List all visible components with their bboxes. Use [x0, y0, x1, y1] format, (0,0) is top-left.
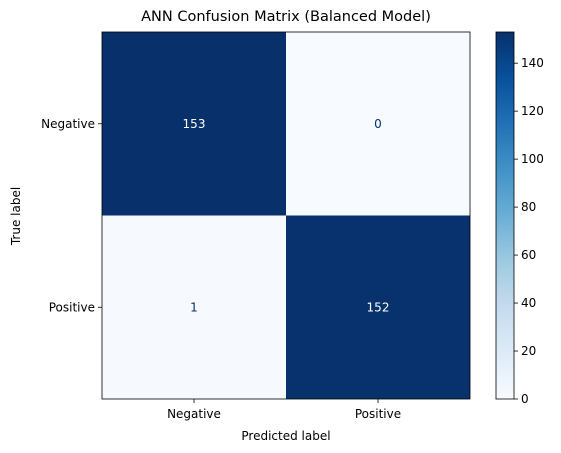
x-tick-label: Positive [355, 407, 401, 421]
cell-value-label: 152 [367, 300, 390, 314]
colorbar-tick-label: 80 [521, 200, 536, 214]
matrix-cells: 153 0 1 152 [102, 32, 470, 399]
matrix-cell [286, 32, 470, 216]
colorbar-tick-label: 0 [521, 392, 529, 406]
x-tick-label: Negative [167, 407, 221, 421]
colorbar-tick-label: 140 [521, 56, 544, 70]
matrix-cell [102, 32, 286, 216]
y-axis: Negative Positive [41, 117, 102, 314]
plot-frame [101, 31, 471, 400]
colorbar-tick-label: 60 [521, 248, 536, 262]
y-tick-label: Positive [49, 300, 95, 314]
cell-value-label: 153 [183, 117, 206, 131]
cell-value-label: 0 [374, 117, 382, 131]
matrix-cell [102, 215, 286, 399]
matrix-cell [286, 215, 470, 399]
colorbar-tick-label: 100 [521, 152, 544, 166]
y-tick-label: Negative [41, 117, 95, 131]
chart-title: ANN Confusion Matrix (Balanced Model) [141, 9, 431, 25]
colorbar-gradient [495, 31, 515, 400]
colorbar-tick-label: 40 [521, 296, 536, 310]
colorbar-tick-label: 120 [521, 104, 544, 118]
colorbar-tick-label: 20 [521, 344, 536, 358]
colorbar: 0 20 40 60 80 100 120 140 [495, 31, 544, 406]
x-axis: Negative Positive [167, 399, 401, 421]
x-axis-label: Predicted label [241, 429, 330, 443]
colorbar-ticks: 0 20 40 60 80 100 120 140 [514, 56, 544, 406]
y-axis-label: True label [9, 187, 23, 246]
cell-value-label: 1 [190, 300, 198, 314]
